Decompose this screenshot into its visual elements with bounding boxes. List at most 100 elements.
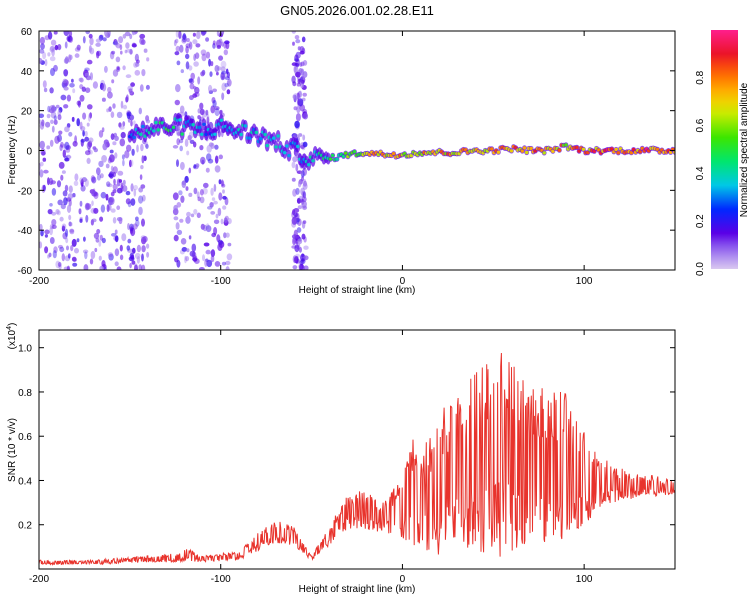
spectrogram-noise-cell bbox=[139, 37, 145, 45]
spectrogram-noise-cell bbox=[292, 156, 298, 163]
spectrogram-noise-cell bbox=[173, 204, 178, 212]
spectrogram-noise-cell bbox=[173, 39, 177, 47]
spectrogram-noise-cell bbox=[225, 260, 231, 266]
spectrogram-noise-cell bbox=[208, 58, 212, 67]
spectrogram-noise-cell bbox=[40, 148, 46, 156]
spectrogram-noise-cell bbox=[53, 246, 58, 254]
spectrogram-noise-cell bbox=[176, 138, 180, 146]
spectrogram-noise-cell bbox=[185, 186, 189, 191]
spectrogram-noise-cell bbox=[293, 93, 299, 100]
x-tick-label: -200 bbox=[29, 574, 49, 585]
spectrogram-noise-cell bbox=[121, 233, 127, 242]
spectrogram-noise-cell bbox=[119, 254, 124, 261]
spectrogram-noise-cell bbox=[112, 183, 118, 190]
spectrogram-noise-cell bbox=[138, 107, 142, 115]
spectrogram-noise-cell bbox=[219, 110, 223, 115]
spectrogram-noise-cell bbox=[120, 131, 126, 139]
spectrogram-noise-cell bbox=[200, 31, 206, 36]
spectrogram-noise-cell bbox=[133, 188, 137, 197]
ridge-core-cell bbox=[330, 153, 335, 158]
spectrogram-noise-cell bbox=[39, 36, 46, 45]
spectrogram-noise-cell bbox=[176, 60, 181, 66]
spectrogram-noise-cell bbox=[128, 88, 133, 95]
spectrogram-noise-cell bbox=[86, 59, 93, 65]
spectrogram-noise-cell bbox=[187, 134, 192, 141]
spectrogram-cells bbox=[39, 31, 675, 270]
spectrogram-noise-cell bbox=[53, 115, 57, 121]
spectrogram-noise-cell bbox=[54, 44, 59, 51]
spectrogram-noise-cell bbox=[190, 72, 195, 80]
spectrogram-noise-cell bbox=[40, 229, 44, 237]
spectrogram-noise-cell bbox=[108, 171, 114, 179]
spectrogram-noise-cell bbox=[74, 173, 79, 181]
spectrogram-noise-cell bbox=[90, 251, 96, 259]
spectrogram-noise-cell bbox=[221, 183, 226, 188]
y-tick-label: 0.8 bbox=[18, 388, 32, 399]
spectrogram-noise-cell bbox=[112, 103, 116, 109]
spectrogram-noise-cell bbox=[292, 41, 295, 46]
ridge-core-cell bbox=[409, 153, 414, 158]
snr-plot: 0.2 0.4 0.6 0.8 1.0 -200 -100 0 100 Height of str… bbox=[6, 323, 676, 595]
spectrogram-noise-cell bbox=[184, 111, 188, 118]
spectrogram-noise-cell bbox=[292, 237, 296, 246]
spectrogram-noise-cell bbox=[185, 61, 190, 70]
spectrogram-noise-cell bbox=[209, 71, 213, 77]
spectrogram-noise-cell bbox=[80, 178, 84, 187]
spectrogram-noise-cell bbox=[297, 180, 302, 188]
spectrogram-noise-cell bbox=[106, 204, 110, 213]
ridge-core-cell bbox=[629, 151, 634, 155]
ridge-core-cell bbox=[285, 144, 289, 148]
spectrogram-noise-cell bbox=[221, 92, 225, 101]
spectrogram-noise-cell bbox=[173, 234, 179, 242]
spectrogram-noise-cell bbox=[197, 115, 201, 120]
spectrogram-noise-cell bbox=[125, 42, 130, 49]
spectrogram-noise-cell bbox=[106, 181, 111, 187]
spectrogram-noise-cell bbox=[186, 248, 190, 253]
spectrogram-noise-cell bbox=[60, 203, 66, 210]
spectrogram-noise-cell bbox=[57, 114, 62, 121]
spectrogram-noise-cell bbox=[139, 174, 143, 181]
ridge-core-cell bbox=[391, 152, 396, 156]
y-scale-close: ) bbox=[7, 323, 18, 326]
y-tick-label: 0.6 bbox=[18, 432, 32, 443]
spectrogram-noise-cell bbox=[62, 149, 66, 158]
spectrogram-noise-cell bbox=[214, 155, 219, 164]
spectrogram-noise-cell bbox=[300, 170, 304, 176]
spectrogram-noise-cell bbox=[131, 260, 136, 265]
spectrogram-noise-cell bbox=[141, 69, 146, 77]
spectrogram-noise-cell bbox=[302, 220, 307, 225]
spectrogram-noise-cell bbox=[181, 180, 187, 188]
spectrogram-noise-cell bbox=[226, 89, 231, 95]
spectrogram-noise-cell bbox=[303, 245, 309, 250]
spectrogram-noise-cell bbox=[293, 256, 299, 264]
spectrogram-noise-cell bbox=[44, 35, 50, 41]
spectrogram-noise-cell bbox=[296, 82, 301, 87]
spectrogram-noise-cell bbox=[217, 243, 223, 252]
spectrogram-noise-cell bbox=[99, 216, 104, 222]
spectrogram-noise-cell bbox=[89, 258, 94, 265]
spectrogram-noise-cell bbox=[51, 188, 57, 196]
spectrogram-noise-cell bbox=[221, 72, 227, 80]
spectrogram-noise-cell bbox=[218, 179, 222, 185]
spectrogram-noise-cell bbox=[202, 187, 208, 195]
spectrogram-noise-cell bbox=[49, 46, 55, 53]
spectrogram-noise-cell bbox=[180, 238, 187, 245]
spectrogram-noise-cell bbox=[61, 223, 67, 230]
spectrogram-noise-cell bbox=[107, 183, 113, 188]
spectrogram-noise-cell bbox=[85, 203, 92, 210]
spectrogram-noise-cell bbox=[86, 141, 92, 150]
spectrogram-noise-cell bbox=[208, 84, 213, 93]
x-tick-label: -200 bbox=[29, 276, 49, 287]
spectrogram-noise-cell bbox=[206, 153, 212, 162]
y-scale-exponent: 4 bbox=[6, 326, 13, 330]
spectrogram-noise-cell bbox=[210, 187, 214, 196]
spectrogram-noise-cell bbox=[96, 229, 101, 234]
spectrogram-noise-cell bbox=[295, 163, 299, 172]
spectrogram-noise-cell bbox=[122, 185, 128, 192]
spectrogram-noise-cell bbox=[292, 188, 297, 197]
spectrogram-noise-cell bbox=[133, 120, 136, 126]
spectrogram-noise-cell bbox=[225, 266, 230, 270]
spectrogram-noise-cell bbox=[49, 56, 56, 62]
spectrogram-noise-cell bbox=[120, 50, 123, 55]
spectrogram-noise-cell bbox=[89, 72, 93, 81]
